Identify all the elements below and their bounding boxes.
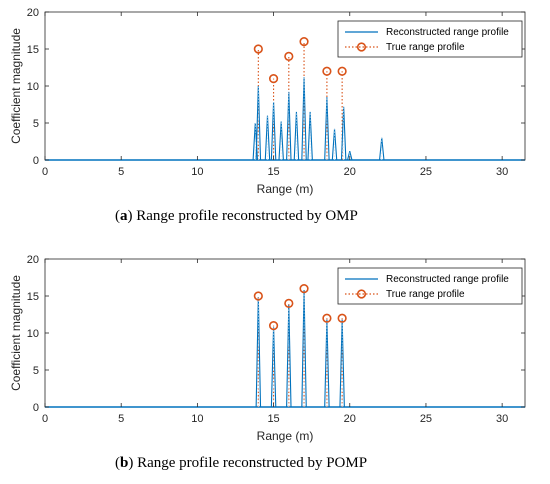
reconstructed-peak: [301, 77, 307, 161]
y-tick-label: 0: [33, 402, 39, 414]
true-marker: [322, 66, 332, 76]
caption: (b) Range profile reconstructed by POMP: [115, 455, 367, 471]
caption-letter: b: [120, 455, 128, 471]
x-tick-label: 0: [42, 166, 48, 178]
reconstructed-peak: [301, 290, 307, 408]
reconstructed-peak: [324, 97, 330, 161]
legend-box: [337, 267, 523, 305]
legend-true-marker: [356, 289, 367, 299]
x-axis-label: Range (m): [257, 429, 314, 443]
y-tick-label: 20: [27, 254, 39, 266]
y-axis-label: Coefficient magnitude: [9, 275, 23, 391]
legend-reconstructed-label: Reconstructed range profile: [386, 274, 509, 285]
legend-true-label: True range profile: [386, 289, 465, 300]
y-tick-label: 20: [27, 7, 39, 19]
true-marker: [284, 298, 294, 309]
reconstructed-peak: [278, 121, 284, 161]
plot-marks: [45, 284, 525, 408]
reconstructed-peak: [340, 106, 347, 161]
caption-text: Range profile reconstructed by OMP: [133, 208, 358, 224]
x-tick-label: 20: [344, 166, 356, 178]
legend-true-label: True range profile: [386, 42, 465, 53]
x-tick-label: 20: [344, 413, 356, 425]
y-axis-label: Coefficient magnitude: [9, 28, 23, 144]
x-tick-label: 0: [42, 413, 48, 425]
x-tick-label: 10: [191, 166, 203, 178]
true-marker: [253, 291, 263, 301]
reconstructed-peak: [286, 91, 292, 161]
true-marker: [253, 44, 263, 54]
x-tick-label: 25: [420, 166, 432, 178]
x-tick-label: 10: [191, 413, 203, 425]
true-marker: [268, 321, 279, 331]
true-marker: [299, 284, 309, 294]
y-tick-label: 5: [33, 118, 39, 130]
x-ticks: 0 5 10 15 20 25 30: [42, 12, 508, 178]
true-marker: [337, 66, 347, 76]
y-tick-label: 15: [27, 291, 39, 303]
x-tick-label: 30: [496, 166, 508, 178]
chart-pomp: 0 5 10 15 20 25 30 0 5 10 15 20 Range (m) Coeffici…: [9, 254, 526, 471]
true-marker: [268, 73, 279, 84]
true-marker: [284, 51, 294, 62]
x-ticks: 0 5 10 15 20 25 30: [42, 259, 508, 425]
reconstructed-peak: [255, 85, 262, 161]
reconstructed-peak: [264, 115, 271, 161]
legend-box: [337, 20, 523, 58]
legend: Reconstructed range profile True range p…: [337, 20, 523, 58]
true-marker: [322, 313, 332, 323]
y-ticks: 0 5 10 15 20: [27, 7, 525, 167]
caption-letter: a: [120, 208, 128, 224]
reconstructed-peak: [255, 297, 262, 408]
y-tick-label: 10: [27, 81, 39, 93]
legend-reconstructed-label: Reconstructed range profile: [386, 27, 509, 38]
caption-text: Range profile reconstructed by POMP: [133, 455, 367, 471]
plot-marks: [45, 36, 525, 161]
x-axis-label: Range (m): [257, 182, 314, 196]
true-marker: [337, 313, 347, 323]
y-tick-label: 5: [33, 365, 39, 377]
true-marker: [299, 36, 309, 47]
x-tick-label: 15: [267, 413, 279, 425]
chart-omp: 0 5 10 15 20 25 30 0 5 10 15 20 Range (m) Coeffici…: [9, 7, 526, 224]
legend-true-marker: [356, 42, 367, 52]
y-tick-label: 0: [33, 155, 39, 167]
x-tick-label: 25: [420, 413, 432, 425]
x-tick-label: 30: [496, 413, 508, 425]
caption: (a) Range profile reconstructed by OMP: [115, 208, 358, 224]
legend: Reconstructed range profile True range p…: [337, 267, 523, 305]
x-tick-label: 5: [118, 166, 124, 178]
reconstructed-peak: [270, 327, 277, 408]
x-tick-label: 5: [118, 413, 124, 425]
y-tick-label: 15: [27, 44, 39, 56]
reconstructed-peak: [347, 150, 353, 161]
x-tick-label: 15: [267, 166, 279, 178]
y-tick-label: 10: [27, 328, 39, 340]
